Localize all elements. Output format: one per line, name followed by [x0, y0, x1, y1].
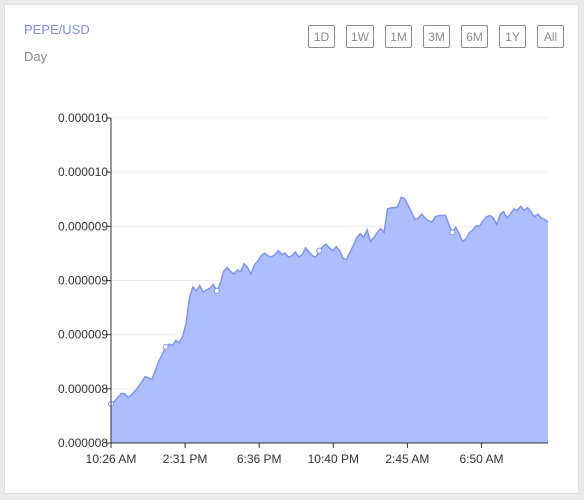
y-tick-label: 0.000009 [58, 274, 108, 288]
x-tick-label: 10:40 PM [308, 452, 359, 466]
y-tick-label: 0.000010 [58, 165, 108, 179]
period-label: Day [24, 49, 48, 64]
x-tick-label: 10:26 AM [86, 452, 137, 466]
range-button-all[interactable]: All [537, 25, 564, 48]
data-point [316, 247, 323, 254]
range-button-1m[interactable]: 1M [385, 25, 412, 48]
x-tick-label: 6:36 PM [237, 452, 282, 466]
x-tick-label: 6:50 AM [459, 452, 503, 466]
range-button-1d[interactable]: 1D [308, 25, 335, 48]
data-point [449, 229, 456, 236]
y-tick-label: 0.000008 [58, 436, 108, 450]
series-line [110, 196, 549, 405]
range-button-1y[interactable]: 1Y [499, 25, 526, 48]
y-tick-label: 0.000009 [58, 219, 108, 233]
range-button-3m[interactable]: 3M [423, 25, 450, 48]
data-point [162, 343, 169, 350]
range-button-6m[interactable]: 6M [461, 25, 488, 48]
y-tick-label: 0.000009 [58, 328, 108, 342]
area-fill [111, 197, 548, 443]
range-selector: 1D 1W 1M 3M 6M 1Y All [308, 25, 564, 48]
pair-label: PEPE/USD [24, 22, 90, 37]
x-tick-label: 2:45 AM [385, 452, 429, 466]
y-tick-label: 0.000008 [58, 382, 108, 396]
data-point [213, 287, 220, 294]
x-tick-label: 2:31 PM [163, 452, 208, 466]
range-button-1w[interactable]: 1W [346, 25, 374, 48]
y-tick-label: 0.000010 [58, 111, 108, 125]
